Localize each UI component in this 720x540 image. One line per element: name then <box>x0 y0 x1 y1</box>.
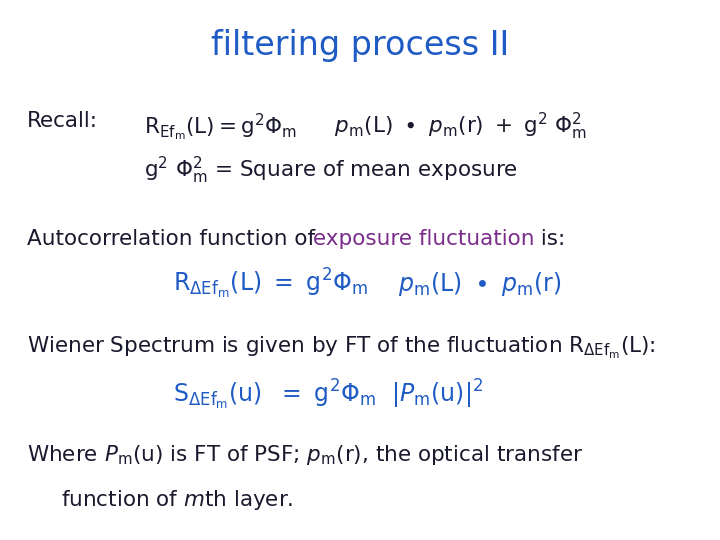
Text: Where $\mathit{P}\mathregular{_m(u)}$ is FT of PSF; $\mathit{p}\mathregular{_m(r: Where $\mathit{P}\mathregular{_m(u)}$ is… <box>27 443 583 467</box>
Text: Recall:: Recall: <box>27 111 99 131</box>
Text: Wiener Spectrum is given by FT of the fluctuation $\mathregular{R_{\Delta Ef_m}(: Wiener Spectrum is given by FT of the fl… <box>27 335 656 361</box>
Text: $\mathit{p}\mathregular{_m(L)\ \bullet\ }$$\mathit{p}\mathregular{_m(r)\ +\ g^2\: $\mathit{p}\mathregular{_m(L)\ \bullet\ … <box>328 111 587 143</box>
Text: filtering process II: filtering process II <box>211 29 509 63</box>
Text: is:: is: <box>534 228 565 249</box>
Text: Autocorrelation function of: Autocorrelation function of <box>27 228 323 249</box>
Text: $\mathregular{R_{Ef_m}(L) = g^2\Phi_m}$: $\mathregular{R_{Ef_m}(L) = g^2\Phi_m}$ <box>144 111 297 143</box>
Text: $\mathit{p}\mathregular{_m(L)\ \bullet\ }$$\mathit{p}\mathregular{_m(r)}$: $\mathit{p}\mathregular{_m(L)\ \bullet\ … <box>391 269 562 298</box>
Text: exposure fluctuation: exposure fluctuation <box>313 228 535 249</box>
Text: $\mathregular{g^2\ \Phi^2_m}$ = Square of mean exposure: $\mathregular{g^2\ \Phi^2_m}$ = Square o… <box>144 154 518 186</box>
Text: function of $\mathit{m}$th layer.: function of $\mathit{m}$th layer. <box>61 488 294 511</box>
Text: $\mathregular{S_{\Delta Ef_m}(u)\ \ =\ g^2\Phi_m\ \ |}$$\mathit{P}\mathregular{_: $\mathregular{S_{\Delta Ef_m}(u)\ \ =\ g… <box>173 378 483 413</box>
Text: $\mathregular{R_{\Delta Ef_m}(L)\ =\ g^2\Phi_m}$: $\mathregular{R_{\Delta Ef_m}(L)\ =\ g^2… <box>173 266 368 301</box>
